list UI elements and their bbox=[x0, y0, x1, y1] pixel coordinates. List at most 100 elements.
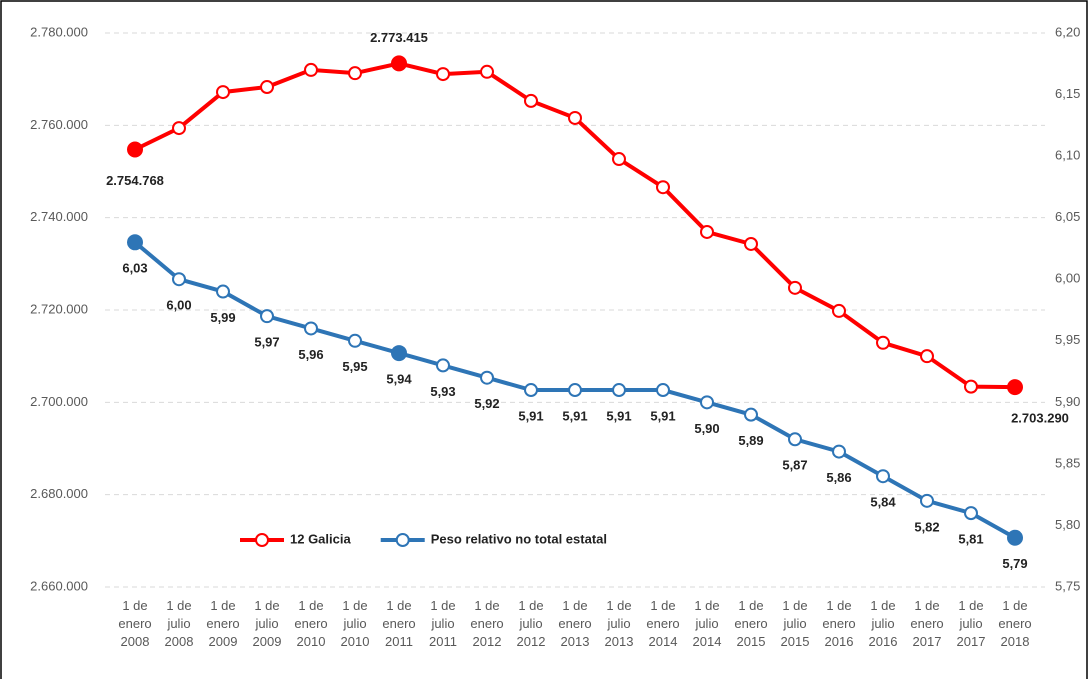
point bbox=[700, 395, 714, 410]
x-tick-label: 1 de julio 2012 bbox=[516, 598, 546, 649]
x-tick-label: 1 de julio 2008 bbox=[164, 598, 194, 649]
y2-tick-label: 6,00 bbox=[1055, 271, 1080, 286]
y2-tick-label: 5,85 bbox=[1055, 455, 1080, 470]
y2-tick-label: 6,15 bbox=[1055, 86, 1080, 101]
data-label: 5,90 bbox=[694, 421, 719, 436]
y2-tick-label: 5,95 bbox=[1055, 332, 1080, 347]
y-tick-label: 2.720.000 bbox=[30, 301, 88, 316]
data-label: 6,03 bbox=[122, 261, 147, 276]
point bbox=[920, 493, 934, 508]
point bbox=[436, 358, 450, 373]
point bbox=[348, 333, 362, 348]
point bbox=[788, 280, 802, 295]
x-tick-label: 1 de julio 2015 bbox=[780, 598, 810, 649]
x-tick-label: 1 de enero 2016 bbox=[822, 598, 856, 649]
point bbox=[127, 234, 143, 251]
data-label: 5,86 bbox=[826, 470, 851, 485]
point bbox=[568, 110, 582, 125]
point bbox=[524, 93, 538, 108]
data-label: 5,92 bbox=[474, 396, 499, 411]
point bbox=[304, 321, 318, 336]
point bbox=[656, 383, 670, 398]
x-tick-label: 1 de julio 2010 bbox=[340, 598, 370, 649]
data-label: 5,99 bbox=[210, 310, 235, 325]
point bbox=[436, 67, 450, 82]
x-tick-label: 1 de enero 2012 bbox=[470, 598, 504, 649]
y-tick-label: 2.780.000 bbox=[30, 24, 88, 39]
x-tick-label: 1 de julio 2011 bbox=[429, 598, 457, 649]
point bbox=[568, 383, 582, 398]
data-label: 5,84 bbox=[870, 495, 896, 510]
x-tick-label: 1 de julio 2013 bbox=[604, 598, 634, 649]
y-tick-label: 2.760.000 bbox=[30, 117, 88, 132]
y2-tick-label: 5,80 bbox=[1055, 517, 1080, 532]
x-tick-label: 1 de enero 2018 bbox=[998, 598, 1032, 649]
point bbox=[260, 80, 274, 95]
point bbox=[964, 506, 978, 521]
x-tick-label: 1 de enero 2008 bbox=[118, 598, 152, 649]
point bbox=[216, 284, 230, 299]
legend-marker bbox=[395, 533, 410, 547]
point bbox=[612, 152, 626, 167]
data-label: 5,81 bbox=[958, 532, 983, 547]
y2-tick-label: 6,20 bbox=[1055, 24, 1080, 39]
x-tick-label: 1 de enero 2014 bbox=[646, 598, 680, 649]
point bbox=[127, 141, 143, 158]
point bbox=[348, 66, 362, 81]
data-label: 5,82 bbox=[914, 519, 939, 534]
data-label: 2.703.290 bbox=[1011, 411, 1069, 426]
point bbox=[744, 407, 758, 422]
y2-tick-label: 5,90 bbox=[1055, 394, 1080, 409]
y-tick-label: 2.740.000 bbox=[30, 209, 88, 224]
point bbox=[480, 370, 494, 385]
x-tick-label: 1 de enero 2015 bbox=[734, 598, 768, 649]
point bbox=[832, 303, 846, 318]
point bbox=[216, 85, 230, 100]
data-label: 5,91 bbox=[606, 408, 631, 423]
data-label: 5,96 bbox=[298, 347, 323, 362]
y2-tick-label: 5,75 bbox=[1055, 578, 1080, 593]
data-label: 5,89 bbox=[738, 433, 763, 448]
x-tick-label: 1 de enero 2009 bbox=[206, 598, 240, 649]
x-tick-label: 1 de enero 2011 bbox=[382, 598, 416, 649]
point bbox=[612, 383, 626, 398]
point bbox=[744, 236, 758, 251]
point bbox=[524, 383, 538, 398]
point bbox=[172, 272, 186, 287]
data-label: 2.754.768 bbox=[106, 173, 164, 188]
x-tick-label: 1 de julio 2009 bbox=[252, 598, 282, 649]
data-label: 5,87 bbox=[782, 458, 807, 473]
y-tick-label: 2.660.000 bbox=[30, 578, 88, 593]
point bbox=[480, 64, 494, 79]
point bbox=[391, 55, 407, 72]
point bbox=[260, 309, 274, 324]
point bbox=[876, 469, 890, 484]
point bbox=[876, 335, 890, 350]
y-tick-label: 2.700.000 bbox=[30, 394, 88, 409]
legend-label: 12 Galicia bbox=[290, 531, 351, 546]
point bbox=[172, 121, 186, 136]
x-tick-label: 1 de enero 2013 bbox=[558, 598, 592, 649]
point bbox=[920, 349, 934, 364]
data-label: 5,79 bbox=[1002, 556, 1027, 571]
data-label: 5,95 bbox=[342, 359, 367, 374]
y-tick-label: 2.680.000 bbox=[30, 486, 88, 501]
data-label: 5,91 bbox=[518, 408, 543, 423]
legend-marker bbox=[255, 533, 269, 547]
x-tick-label: 1 de julio 2014 bbox=[692, 598, 722, 649]
x-tick-label: 1 de julio 2016 bbox=[868, 598, 898, 649]
y2-tick-label: 6,10 bbox=[1055, 148, 1080, 163]
data-label: 5,97 bbox=[254, 335, 279, 350]
point bbox=[391, 345, 407, 362]
x-tick-label: 1 de enero 2010 bbox=[294, 598, 328, 649]
data-label: 5,91 bbox=[562, 408, 587, 423]
point bbox=[1007, 529, 1023, 546]
data-label: 5,91 bbox=[650, 408, 675, 423]
data-label: 5,93 bbox=[430, 384, 455, 399]
point bbox=[788, 432, 802, 447]
data-label: 2.773.415 bbox=[370, 30, 428, 45]
point bbox=[656, 180, 670, 195]
